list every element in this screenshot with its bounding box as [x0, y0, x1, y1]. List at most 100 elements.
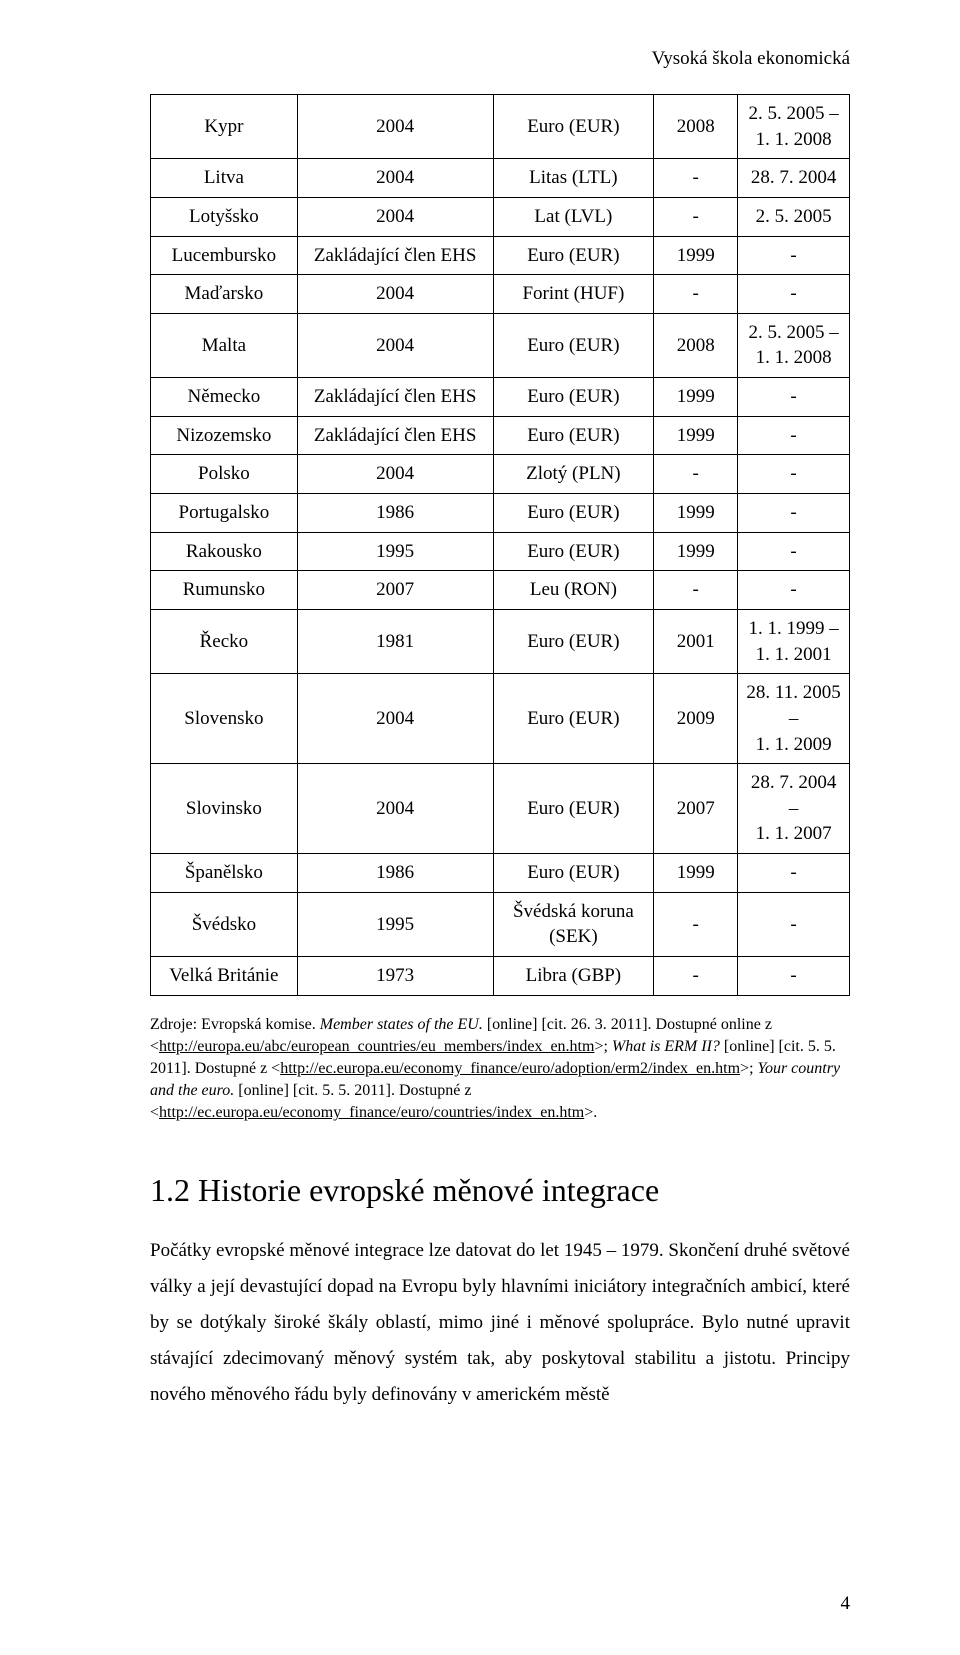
table-cell: 1986: [297, 854, 493, 893]
table-row: LucemburskoZakládající člen EHSEuro (EUR…: [151, 236, 850, 275]
table-cell: Zakládající člen EHS: [297, 416, 493, 455]
table-cell: 1999: [654, 416, 738, 455]
table-cell: Rumunsko: [151, 571, 298, 610]
table-cell: Španělsko: [151, 854, 298, 893]
table-cell: Euro (EUR): [493, 674, 654, 764]
page: Vysoká škola ekonomická Kypr2004Euro (EU…: [0, 0, 960, 1655]
table-cell: 2008: [654, 313, 738, 377]
table-cell: -: [738, 416, 850, 455]
section-heading: 1.2 Historie evropské měnové integrace: [150, 1172, 850, 1209]
table-row: Velká Británie1973Libra (GBP)--: [151, 957, 850, 996]
table-cell: 2004: [297, 674, 493, 764]
table-cell: Zlotý (PLN): [493, 455, 654, 494]
table-cell: Euro (EUR): [493, 764, 654, 854]
table-cell: Švédsko: [151, 892, 298, 956]
table-cell: Euro (EUR): [493, 532, 654, 571]
table-cell: Euro (EUR): [493, 95, 654, 159]
table-cell: 2004: [297, 197, 493, 236]
table-cell: -: [654, 571, 738, 610]
table-cell: Rakousko: [151, 532, 298, 571]
table-cell: Leu (RON): [493, 571, 654, 610]
table-cell: 2. 5. 2005: [738, 197, 850, 236]
table-cell: Malta: [151, 313, 298, 377]
eu-currency-table: Kypr2004Euro (EUR)20082. 5. 2005 –1. 1. …: [150, 94, 850, 996]
table-cell: 2009: [654, 674, 738, 764]
table-cell: 28. 7. 2004: [738, 159, 850, 198]
table-cell: -: [738, 892, 850, 956]
table-cell: Euro (EUR): [493, 854, 654, 893]
page-header: Vysoká škola ekonomická: [150, 48, 850, 70]
table-cell: Euro (EUR): [493, 609, 654, 673]
table-cell: Euro (EUR): [493, 416, 654, 455]
table-cell: 2004: [297, 313, 493, 377]
table-cell: 2. 5. 2005 –1. 1. 2008: [738, 95, 850, 159]
table-row: Španělsko1986Euro (EUR)1999-: [151, 854, 850, 893]
table-cell: Lotyšsko: [151, 197, 298, 236]
table-cell: 2007: [654, 764, 738, 854]
table-cell: -: [654, 197, 738, 236]
table-row: Rumunsko2007Leu (RON)--: [151, 571, 850, 610]
table-cell: Euro (EUR): [493, 313, 654, 377]
table-row: Švédsko1995Švédská koruna(SEK)--: [151, 892, 850, 956]
table-cell: -: [738, 532, 850, 571]
table-cell: 2004: [297, 764, 493, 854]
table-cell: -: [738, 378, 850, 417]
sources-paragraph: Zdroje: Evropská komise. Member states o…: [150, 1014, 850, 1124]
table-row: Slovinsko2004Euro (EUR)200728. 7. 2004 –…: [151, 764, 850, 854]
table-cell: Forint (HUF): [493, 275, 654, 314]
table-cell: -: [738, 275, 850, 314]
table-cell: -: [654, 957, 738, 996]
table-cell: -: [738, 854, 850, 893]
sources-text: >.: [584, 1104, 597, 1121]
table-cell: 1999: [654, 378, 738, 417]
table-cell: 1986: [297, 494, 493, 533]
table-cell: 1973: [297, 957, 493, 996]
sources-link-1: http://europa.eu/abc/european_countries/…: [159, 1038, 594, 1055]
table-cell: Švédská koruna(SEK): [493, 892, 654, 956]
table-row: Portugalsko1986Euro (EUR)1999-: [151, 494, 850, 533]
table-cell: 1999: [654, 236, 738, 275]
table-cell: -: [738, 236, 850, 275]
table-cell: Nizozemsko: [151, 416, 298, 455]
sources-text: >;: [594, 1038, 611, 1055]
table-cell: -: [654, 159, 738, 198]
table-cell: -: [654, 455, 738, 494]
table-cell: 2007: [297, 571, 493, 610]
table-cell: Velká Británie: [151, 957, 298, 996]
table-cell: Maďarsko: [151, 275, 298, 314]
sources-link-2: http://ec.europa.eu/economy_finance/euro…: [280, 1060, 740, 1077]
table-cell: 28. 11. 2005 –1. 1. 2009: [738, 674, 850, 764]
table-cell: -: [738, 571, 850, 610]
table-cell: Libra (GBP): [493, 957, 654, 996]
table-cell: 1. 1. 1999 –1. 1. 2001: [738, 609, 850, 673]
table-row: Lotyšsko2004Lat (LVL)-2. 5. 2005: [151, 197, 850, 236]
table-cell: Euro (EUR): [493, 494, 654, 533]
table-cell: Litas (LTL): [493, 159, 654, 198]
sources-text: Zdroje: Evropská komise.: [150, 1016, 320, 1033]
table-cell: -: [654, 275, 738, 314]
table-cell: 2004: [297, 275, 493, 314]
table-cell: -: [738, 957, 850, 996]
table-cell: 28. 7. 2004 –1. 1. 2007: [738, 764, 850, 854]
table-cell: Polsko: [151, 455, 298, 494]
table-cell: Zakládající člen EHS: [297, 236, 493, 275]
table-cell: Euro (EUR): [493, 378, 654, 417]
table-row: Slovensko2004Euro (EUR)200928. 11. 2005 …: [151, 674, 850, 764]
table-cell: Kypr: [151, 95, 298, 159]
table-cell: 1999: [654, 854, 738, 893]
table-cell: Zakládající člen EHS: [297, 378, 493, 417]
table-cell: Lucembursko: [151, 236, 298, 275]
table-cell: 2004: [297, 455, 493, 494]
table-cell: Slovinsko: [151, 764, 298, 854]
table-row: NizozemskoZakládající člen EHSEuro (EUR)…: [151, 416, 850, 455]
table-row: Litva2004Litas (LTL)-28. 7. 2004: [151, 159, 850, 198]
table-row: Rakousko1995Euro (EUR)1999-: [151, 532, 850, 571]
table-cell: 1981: [297, 609, 493, 673]
table-cell: 2. 5. 2005 –1. 1. 2008: [738, 313, 850, 377]
table-row: Polsko2004Zlotý (PLN)--: [151, 455, 850, 494]
table-cell: Euro (EUR): [493, 236, 654, 275]
page-number: 4: [841, 1593, 851, 1615]
table-cell: 1999: [654, 494, 738, 533]
sources-italic-2: What is ERM II?: [612, 1038, 724, 1055]
table-row: Maďarsko2004Forint (HUF)--: [151, 275, 850, 314]
